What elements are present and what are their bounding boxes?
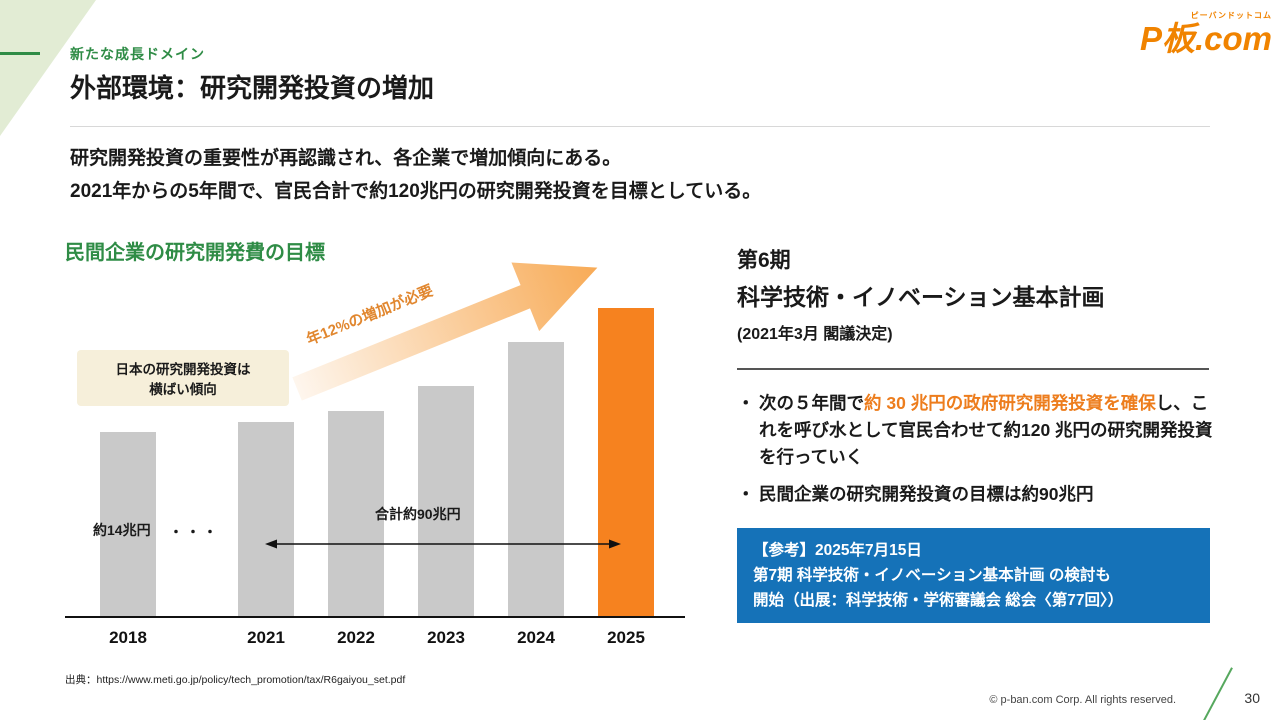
plan-term: 第6期 [737, 249, 791, 272]
double-headed-arrow [265, 539, 621, 549]
plan-subtitle: (2021年3月 閣議決定) [737, 326, 893, 343]
bar-2018 [100, 432, 156, 616]
flat-trend-note-line1: 日本の研究開発投資は [115, 362, 251, 377]
bar-2022 [328, 411, 384, 616]
bullet-1-text: 次の５年間で約 30 兆円の政府研究開発投資を確保し、これを呼び水として官民合わ… [759, 390, 1217, 471]
bullet-1-post: し、これを呼び水として官民合わせて約120 兆円の研究開発投資を行っていく [759, 393, 1213, 468]
bar-2023 [418, 386, 474, 616]
logo-wordmark: P板.com [1139, 20, 1272, 57]
flat-trend-note: 日本の研究開発投資は 横ばい傾向 [77, 350, 289, 406]
lead-line-1: 研究開発投資の重要性が再認識され、各企業で増加傾向にある。 [70, 148, 622, 169]
bar-column: 2023 [418, 288, 474, 647]
section-tag: 新たな成長ドメイン [70, 46, 205, 62]
bar-2021 [238, 421, 294, 616]
bullet-marker: ・ [737, 484, 755, 505]
bullet-marker: ・ [737, 393, 755, 413]
bar-2024 [508, 341, 564, 616]
bar-column: 2022 [328, 288, 384, 647]
bar-chart: 年12%の増加が必要 日本の研究開発投資は 横ばい傾向 約14兆円 ・・・ 合計… [65, 288, 685, 647]
bar-column: 2025 [598, 288, 654, 647]
bar-x-label: 2024 [517, 628, 555, 647]
lead-line-2: 2021年からの5年間で、官民合計で約120兆円の研究開発投資を目標としている。 [70, 181, 762, 203]
corner-accent-line [1201, 667, 1233, 720]
pban-logo: ピーバンドットコム P板.com [1126, 10, 1272, 57]
reference-line-1: 【参考】2025年7月15日 [753, 542, 922, 559]
bullet-1-highlight: 約 30 兆円の政府研究開発投資を確保 [864, 393, 1156, 413]
bar-x-label: 2021 [247, 628, 285, 647]
chart-heading: 民間企業の研究開発費の目標 [65, 242, 325, 264]
right-panel-heading: 第6期 科学技術・イノベーション基本計画 (2021年3月 閣議決定) [737, 244, 1215, 344]
flat-trend-note-line2: 横ばい傾向 [149, 382, 217, 397]
ellipsis-dots: ・・・ [169, 524, 220, 540]
plan-title: 科学技術・イノベーション基本計画 [737, 284, 1105, 310]
reference-line-3: 開始（出展：科学技術・学術審議会 総会〈第77回〉） [753, 592, 1124, 610]
tag-dash-line [0, 52, 40, 55]
bullet-2-text: 民間企業の研究開発投資の目標は約90兆円 [759, 484, 1094, 505]
bullet-1-pre: 次の５年間で [759, 393, 864, 413]
logo-caption: ピーバンドットコム [1190, 11, 1272, 20]
value-label-2018: 約14兆円 [93, 522, 151, 538]
bar-chart-columns: 2018 2021 2022 2023 2024 2025 [65, 288, 685, 647]
bullet-item-2: ・ 民間企業の研究開発投資の目標は約90兆円 [737, 481, 1217, 508]
bar-x-label: 2022 [337, 628, 375, 647]
bar-2025 [598, 307, 654, 616]
bar-column: 2024 [508, 288, 564, 647]
copyright-notice: © p-ban.com Corp. All rights reserved. [989, 694, 1176, 706]
page-title: 外部環境：研究開発投資の増加 [70, 73, 435, 103]
bar-x-label: 2025 [607, 628, 645, 647]
right-panel-divider [737, 368, 1209, 370]
source-citation: 出典：https://www.meti.go.jp/policy/tech_pr… [65, 674, 406, 686]
range-total-label: 合計約90兆円 [375, 506, 461, 522]
reference-line-2: 第7期 科学技術・イノベーション基本計画 の検討も [753, 567, 1111, 585]
bar-x-label: 2018 [109, 628, 147, 647]
bar-column: 2021 [238, 288, 294, 647]
bullet-list: ・ 次の５年間で約 30 兆円の政府研究開発投資を確保し、これを呼び水として官民… [737, 390, 1217, 509]
title-divider [70, 126, 1210, 127]
bar-x-label: 2023 [427, 628, 465, 647]
page-number: 30 [1244, 690, 1260, 706]
reference-box: 【参考】2025年7月15日 第7期 科学技術・イノベーション基本計画 の検討も… [737, 528, 1210, 624]
bullet-item-1: ・ 次の５年間で約 30 兆円の政府研究開発投資を確保し、これを呼び水として官民… [737, 390, 1217, 471]
bar-column: 2018 [100, 288, 156, 647]
lead-text: 研究開発投資の重要性が再認識され、各企業で増加傾向にある。 2021年からの5年… [70, 142, 761, 209]
